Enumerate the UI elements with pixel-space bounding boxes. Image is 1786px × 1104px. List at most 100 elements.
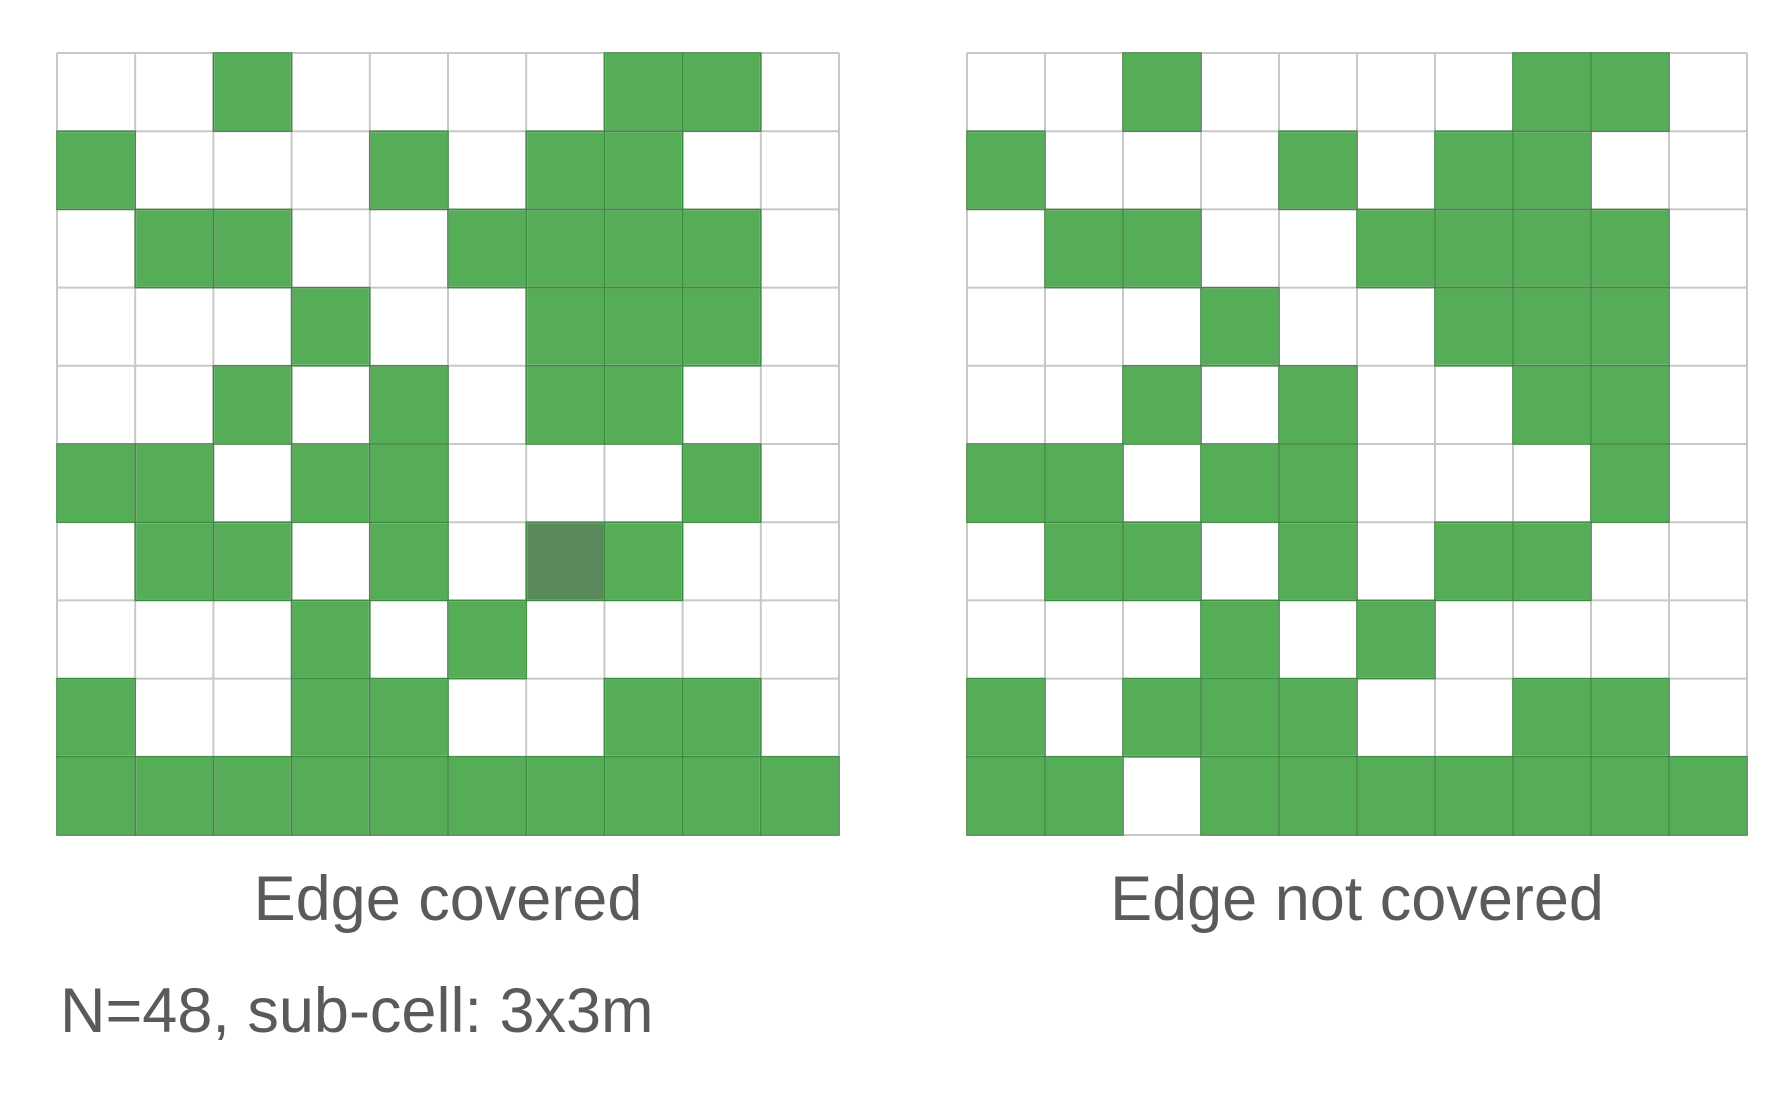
grid-cell-filled-r4-c7 (604, 365, 683, 444)
grid-cell-border-r9-c9 (760, 756, 840, 836)
grid-cell-empty-r7-c0 (57, 600, 136, 679)
grid-cell-filled-r6-c4 (1279, 522, 1357, 601)
grid-cell-empty-r0-c0 (57, 53, 136, 132)
grid-cell-filled-r8-c8 (1591, 678, 1669, 757)
grid-cell-filled-r6-c2 (1123, 522, 1201, 601)
grid-cell-empty-r7-c9 (760, 600, 839, 679)
grid-cell-empty-r1-c2 (213, 131, 292, 210)
grid-cell-filled-r4-c2 (213, 365, 292, 444)
grid-cell-filled-r2-c1 (1045, 209, 1123, 288)
grid-edge-not-covered (966, 52, 1748, 836)
grid-cell-filled-r0-c7 (604, 53, 683, 132)
grid-cell-filled-r3-c6 (1435, 287, 1513, 366)
grid-cell-empty-r6-c9 (1669, 522, 1747, 601)
grid-cell-border-r6-c2 (212, 521, 293, 602)
grid-cell-filled-r3-c3 (1201, 287, 1279, 366)
grid-cell-empty-r1-c2 (1123, 131, 1201, 210)
grid-cell-filled-r5-c3 (291, 444, 370, 523)
grid-cell-border-r5-c8 (681, 443, 762, 523)
grid-cell-empty-r0-c6 (1435, 53, 1513, 132)
grid-cell-empty-r4-c5 (448, 365, 527, 444)
grid-cell-empty-r8-c1 (135, 678, 214, 757)
grid-cell-empty-r7-c7 (1513, 600, 1591, 679)
grid-cell-filled-r6-c1 (1045, 522, 1123, 601)
grid-cell-empty-r5-c5 (448, 444, 527, 523)
grid-cell-empty-r2-c0 (57, 209, 136, 288)
grid-cell-filled-r1-c6 (526, 131, 605, 210)
grid-cell-empty-r0-c0 (967, 53, 1045, 132)
grid-cell-empty-r0-c5 (448, 53, 527, 132)
grid-cell-filled-r7-c5 (1357, 600, 1435, 679)
grid-cell-empty-r6-c8 (1591, 522, 1669, 601)
grid-cell-filled-r9-c9 (760, 756, 839, 835)
grid-cell-filled-r0-c2 (213, 53, 292, 132)
grid-cell-filled-r9-c5 (448, 756, 527, 835)
grid-cell-border-r0-c2 (1122, 52, 1202, 132)
grid-cell-filled-r8-c7 (1513, 678, 1591, 757)
grid-cell-filled-r9-c3 (291, 756, 370, 835)
grid-cell-empty-r6-c9 (760, 522, 839, 601)
grid-cell-empty-r4-c1 (1045, 365, 1123, 444)
grid-cell-filled-r4-c8 (1591, 365, 1669, 444)
grid-cell-filled-r5-c0 (967, 444, 1045, 523)
grid-cell-filled-r2-c6 (1435, 209, 1513, 288)
grid-cell-border-r1-c4 (1278, 130, 1358, 211)
grid-cell-filled-r0-c8 (682, 53, 761, 132)
grid-cell-filled-r2-c7 (604, 209, 683, 288)
grid-cell-filled-r2-c1 (135, 209, 214, 288)
grid-cell-border-r7-c5 (447, 599, 527, 680)
grid-cell-empty-r7-c4 (369, 600, 448, 679)
grid-cell-filled-r0-c7 (1513, 53, 1591, 132)
grid-cell-filled-r9-c1 (1045, 756, 1123, 835)
grid-cell-filled-r4-c7 (1513, 365, 1591, 444)
grid-cell-filled-r9-c7 (1513, 756, 1591, 835)
grid-cell-filled-r5-c0 (57, 444, 136, 523)
grid-cell-filled-r9-c8 (1591, 756, 1669, 835)
grid-cell-filled-r0-c2 (1123, 53, 1201, 132)
grid-cell-empty-r4-c9 (760, 365, 839, 444)
grid-cell-filled-r4-c6 (526, 365, 605, 444)
grid-cell-empty-r7-c4 (1279, 600, 1357, 679)
grid-cell-empty-r7-c8 (682, 600, 761, 679)
grid-cell-empty-r8-c6 (1435, 678, 1513, 757)
grid-cell-empty-r1-c3 (291, 131, 370, 210)
grid-cell-empty-r5-c2 (1123, 444, 1201, 523)
grid-cell-empty-r7-c2 (1123, 600, 1201, 679)
grid-cell-filled-r1-c4 (1279, 131, 1357, 210)
grid-cell-empty-r8-c1 (1045, 678, 1123, 757)
grid-cell-empty-r3-c4 (1279, 287, 1357, 366)
grid-cell-filled-r9-c7 (604, 756, 683, 835)
grid-cell-empty-r2-c3 (291, 209, 370, 288)
grid-cell-empty-r4-c6 (1435, 365, 1513, 444)
grid-cell-empty-r3-c0 (967, 287, 1045, 366)
grid-cell-filled-r3-c7 (604, 287, 683, 366)
grid-cell-filled-r2-c5 (1357, 209, 1435, 288)
grid-cell-border-r6-c7 (603, 521, 684, 602)
grid-edge-covered (56, 52, 840, 836)
grid-cell-empty-r5-c6 (526, 444, 605, 523)
grid-cell-filled-r3-c8 (682, 287, 761, 366)
grid-cell-empty-r5-c2 (213, 444, 292, 523)
grid-cell-border-r1-c4 (369, 130, 449, 211)
grid-cell-filled-r9-c0 (967, 756, 1045, 835)
grid-cell-filled-r9-c5 (1357, 756, 1435, 835)
grid-cell-filled-r1-c4 (369, 131, 448, 210)
grid-cell-border-r9-c9 (1668, 756, 1748, 836)
grid-cell-border-r6-c4 (369, 521, 449, 602)
grid-cell-empty-r1-c1 (1045, 131, 1123, 210)
grid-cell-filled-r1-c7 (604, 131, 683, 210)
grid-cell-filled-r8-c4 (369, 678, 448, 757)
grid-cell-empty-r3-c5 (1357, 287, 1435, 366)
grid-cell-empty-r0-c9 (760, 53, 839, 132)
grid-cell-empty-r2-c0 (967, 209, 1045, 288)
grid-cell-border-r1-c0 (966, 130, 1046, 211)
grid-cell-filled-r4-c4 (369, 365, 448, 444)
grid-cell-filled-r8-c0 (967, 678, 1045, 757)
grid-cell-filled-r6-c7 (604, 522, 683, 601)
grid-cell-empty-r8-c9 (1669, 678, 1747, 757)
grid-cell-filled-r8-c8 (682, 678, 761, 757)
grid-cell-empty-r1-c9 (760, 131, 839, 210)
grid-cell-empty-r4-c0 (967, 365, 1045, 444)
grid-cell-filled-r2-c8 (1591, 209, 1669, 288)
grid-cell-empty-r7-c0 (967, 600, 1045, 679)
